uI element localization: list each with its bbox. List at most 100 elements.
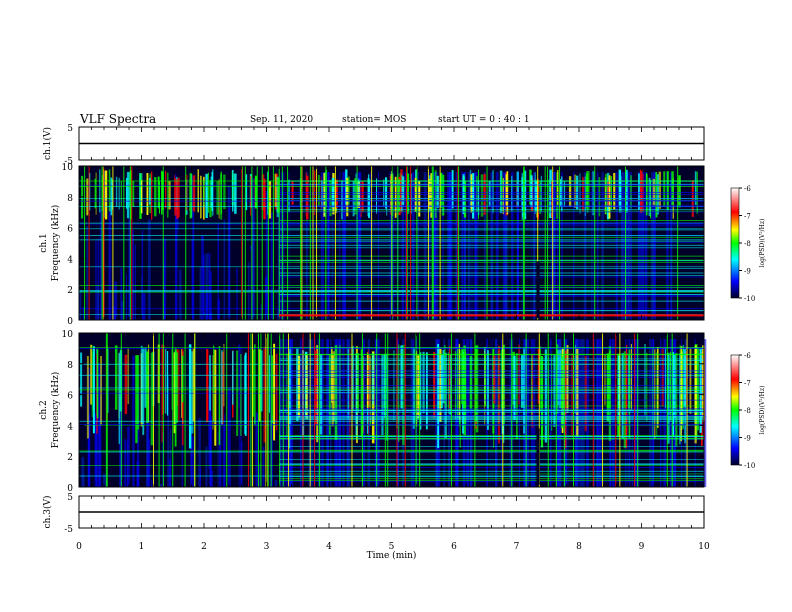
emission-burst bbox=[331, 346, 333, 403]
spectral-column bbox=[159, 484, 163, 487]
spectral-column bbox=[192, 436, 195, 487]
emission-burst bbox=[430, 173, 433, 218]
spectral-column bbox=[549, 339, 552, 487]
x-tick-label: 6 bbox=[451, 542, 457, 552]
spectral-column bbox=[375, 339, 378, 487]
y-tick-label: 4 bbox=[67, 255, 73, 265]
emission-burst bbox=[604, 354, 606, 405]
emission-burst bbox=[551, 181, 553, 218]
spectral-column bbox=[127, 440, 129, 487]
spectral-column bbox=[599, 339, 602, 487]
y-tick-label: 5 bbox=[67, 124, 73, 134]
emission-burst bbox=[140, 180, 143, 214]
emission-burst bbox=[240, 354, 242, 436]
emission-burst bbox=[161, 171, 164, 211]
spectral-column bbox=[281, 172, 285, 320]
emission-burst bbox=[158, 181, 161, 214]
emission-burst bbox=[556, 344, 559, 414]
emission-burst bbox=[157, 176, 160, 209]
emission-burst bbox=[212, 169, 214, 216]
ch1-spec-ylabel-top: ch.1 bbox=[39, 233, 49, 252]
emission-burst bbox=[351, 346, 354, 411]
emission-burst bbox=[560, 355, 564, 428]
x-tick-label: 5 bbox=[389, 542, 395, 552]
x-tick-label: 10 bbox=[698, 542, 710, 552]
emission-burst bbox=[90, 344, 93, 405]
emission-burst bbox=[437, 343, 440, 449]
emission-burst bbox=[475, 345, 478, 422]
spectral-column bbox=[128, 265, 131, 320]
spectral-column bbox=[179, 269, 182, 320]
emission-burst bbox=[245, 174, 248, 211]
spectral-column bbox=[191, 240, 194, 320]
emission-burst bbox=[646, 352, 648, 422]
emission-burst bbox=[574, 174, 576, 208]
emission-burst bbox=[268, 181, 272, 219]
spectral-column bbox=[129, 406, 131, 487]
spectral-column bbox=[671, 172, 673, 320]
spectral-column bbox=[249, 390, 251, 487]
spectral-column bbox=[228, 206, 230, 320]
data-gap bbox=[536, 261, 540, 318]
spectral-column bbox=[582, 339, 585, 487]
spectral-column bbox=[332, 172, 335, 320]
spectral-column bbox=[279, 339, 282, 487]
emission-burst bbox=[212, 355, 214, 430]
emission-burst bbox=[231, 169, 234, 212]
spectral-column bbox=[428, 172, 431, 320]
emission-burst bbox=[104, 170, 108, 220]
emission-burst bbox=[563, 180, 566, 208]
spectral-column bbox=[494, 172, 496, 320]
emission-burst bbox=[500, 350, 503, 410]
spectral-column bbox=[128, 190, 131, 320]
spectral-column bbox=[530, 172, 533, 320]
emission-burst bbox=[426, 352, 428, 430]
emission-burst bbox=[99, 169, 101, 213]
spectral-column bbox=[217, 431, 219, 487]
emission-burst bbox=[176, 352, 179, 423]
emission-burst bbox=[305, 355, 308, 420]
y-tick-label: 8 bbox=[67, 361, 73, 371]
ch2-spec-colorbar bbox=[730, 354, 740, 466]
spectral-column bbox=[251, 178, 255, 320]
spectral-column bbox=[564, 172, 568, 320]
spectral-column bbox=[99, 424, 101, 487]
spectral-column bbox=[573, 172, 575, 320]
spectral-column bbox=[126, 273, 128, 320]
emission-burst bbox=[320, 176, 322, 211]
emission-burst bbox=[663, 171, 666, 207]
emission-burst bbox=[630, 175, 632, 209]
spectral-column bbox=[81, 455, 85, 487]
emission-burst bbox=[146, 350, 148, 415]
emission-burst bbox=[549, 169, 552, 219]
emission-burst bbox=[530, 175, 533, 208]
spectral-column bbox=[648, 172, 650, 320]
emission-burst bbox=[165, 348, 167, 414]
ch2-spec-panel: 0 2 4 6 8 10 ch.2 Frequency (kHz) -6 -7 -8 -9 -10 log… bbox=[39, 330, 766, 494]
emission-burst bbox=[86, 178, 89, 216]
emission-burst bbox=[126, 177, 128, 209]
spectral-column bbox=[377, 339, 380, 487]
spectral-column bbox=[455, 339, 459, 487]
emission-burst bbox=[613, 172, 616, 210]
emission-burst bbox=[148, 177, 151, 205]
spectral-column bbox=[383, 172, 386, 320]
emission-burst bbox=[672, 352, 675, 437]
emission-burst bbox=[400, 345, 403, 409]
spectral-column bbox=[520, 172, 523, 320]
spectral-column bbox=[586, 172, 590, 320]
spectral-column bbox=[649, 339, 651, 487]
spectral-column bbox=[271, 291, 273, 320]
spectral-column bbox=[454, 172, 456, 320]
spectral-column bbox=[134, 244, 136, 320]
spectral-column bbox=[222, 424, 226, 487]
spectral-column bbox=[321, 339, 324, 487]
emission-burst bbox=[288, 348, 292, 426]
spectral-column bbox=[234, 273, 237, 320]
emission-burst bbox=[114, 345, 118, 410]
emission-burst bbox=[511, 175, 513, 211]
spectral-column bbox=[108, 205, 112, 320]
emission-burst bbox=[402, 345, 405, 446]
spectral-column bbox=[255, 412, 259, 487]
spectral-column bbox=[423, 172, 427, 320]
